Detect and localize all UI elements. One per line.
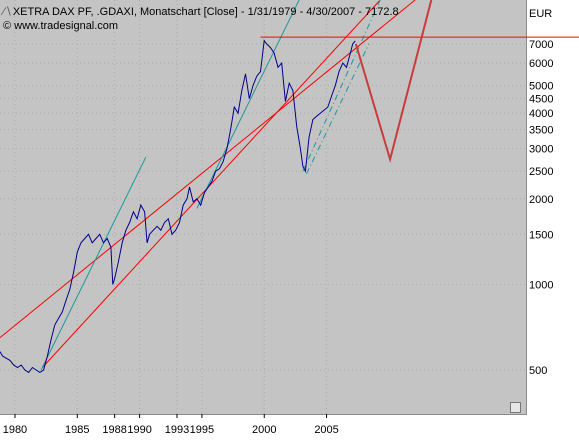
plot-area[interactable] <box>0 0 527 415</box>
y-tick-label: 4500 <box>529 94 553 106</box>
y-tick-label: 1500 <box>529 229 553 241</box>
y-tick-label: 3000 <box>529 144 553 156</box>
x-tick-label: 1995 <box>190 424 214 436</box>
projection-v-line <box>354 0 433 164</box>
resize-grip-icon[interactable] <box>510 402 521 413</box>
upper-channel-line <box>0 0 416 338</box>
y-tick-label: 6000 <box>529 58 553 70</box>
y-tick-label: 500 <box>529 365 547 377</box>
x-tick-label: 2000 <box>252 424 276 436</box>
y-tick-label: 5000 <box>529 81 553 93</box>
forecast-dashdot-2 <box>306 43 370 174</box>
y-axis-unit: EUR <box>529 8 552 20</box>
y-tick-label: 7000 <box>529 39 553 51</box>
x-tick-label: 2005 <box>314 424 338 436</box>
line-chart-icon: ∕∖ <box>3 6 12 18</box>
y-tick-label: 2500 <box>529 166 553 178</box>
y-tick-label: 4000 <box>529 108 553 120</box>
chart-title: ∕∖XETRA DAX PF, .GDAXI, Monatschart [Clo… <box>3 5 399 18</box>
y-tick-label: 2000 <box>529 194 553 206</box>
x-tick-label: 1988 <box>102 424 126 436</box>
x-tick-label: 1980 <box>3 424 27 436</box>
trend-line-2 <box>196 0 300 209</box>
x-tick-label: 1990 <box>127 424 151 436</box>
chart-title-text: XETRA DAX PF, .GDAXI, Monatschart [Close… <box>12 6 399 18</box>
y-tick-label: 3500 <box>529 125 553 137</box>
copyright-text: © www.tradesignal.com <box>3 20 119 32</box>
x-tick-label: 1993 <box>165 424 189 436</box>
x-tick-label: 1985 <box>65 424 89 436</box>
y-tick-label: 1000 <box>529 279 553 291</box>
trend-line-1 <box>40 156 147 371</box>
price-series-line <box>0 39 356 374</box>
forecast-dashdot-1 <box>302 0 381 172</box>
lower-channel-line <box>42 0 381 368</box>
